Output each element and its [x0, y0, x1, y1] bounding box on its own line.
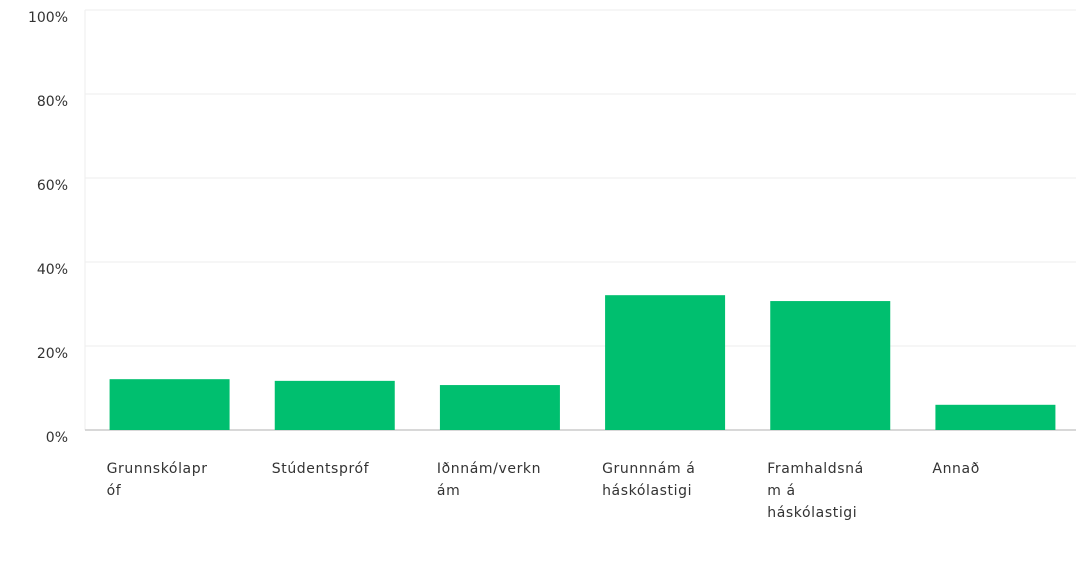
x-tick-label: Annað [932, 461, 980, 477]
bar [605, 295, 726, 430]
x-tick-label: Iðnnám/verknám [436, 461, 542, 499]
y-tick-label: 80% [37, 94, 68, 110]
y-tick-label: 0% [46, 430, 68, 446]
x-tick-label: Stúdentspróf [271, 461, 370, 477]
x-tick-label: Framhaldsnám á háskólastigi [767, 461, 864, 521]
bar [770, 301, 891, 430]
bar [109, 379, 230, 430]
x-tick-label: Grunnnám á háskólastigi [602, 461, 696, 499]
bar [935, 404, 1056, 430]
bar [274, 380, 395, 430]
y-tick-label: 40% [37, 262, 68, 278]
y-tick-label: 100% [28, 10, 68, 26]
y-tick-label: 60% [37, 178, 68, 194]
x-tick-label: Grunnskólapróf [106, 461, 208, 499]
bar [439, 385, 560, 430]
y-tick-label: 20% [37, 346, 68, 362]
